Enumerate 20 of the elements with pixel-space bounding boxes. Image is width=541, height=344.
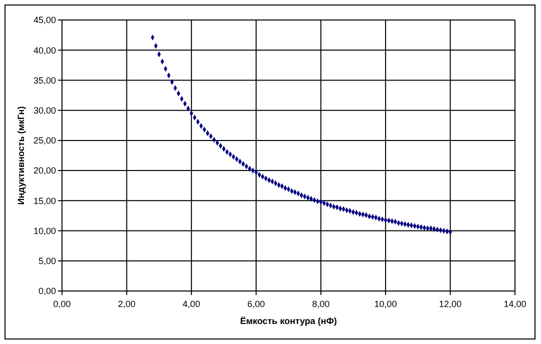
x-tick-label: 6,00 [247, 299, 265, 309]
x-tick-label: 14,00 [504, 299, 526, 309]
x-axis-title: Ёмкость контура (нФ) [240, 316, 337, 326]
y-tick-label: 0,00 [38, 286, 56, 296]
x-tick-label: 10,00 [374, 299, 397, 309]
y-tick-label: 20,00 [33, 166, 56, 176]
x-tick-label: 8,00 [312, 299, 330, 309]
y-tick-label: 45,00 [33, 15, 56, 26]
y-tick-label: 10,00 [33, 226, 56, 236]
y-tick-label: 30,00 [33, 105, 56, 116]
y-tick-label: 25,00 [33, 136, 56, 146]
x-tick-label: 0,00 [53, 299, 71, 309]
x-tick-label: 2,00 [118, 299, 136, 309]
y-tick-label: 40,00 [33, 45, 56, 56]
y-tick-label: 35,00 [33, 75, 56, 86]
y-tick-label: 5,00 [38, 256, 56, 266]
y-axis-title: Индуктивность (мкГн) [16, 106, 26, 205]
x-tick-label: 4,00 [182, 299, 200, 309]
y-tick-label: 15,00 [33, 196, 56, 206]
x-tick-label: 12,00 [439, 299, 462, 309]
